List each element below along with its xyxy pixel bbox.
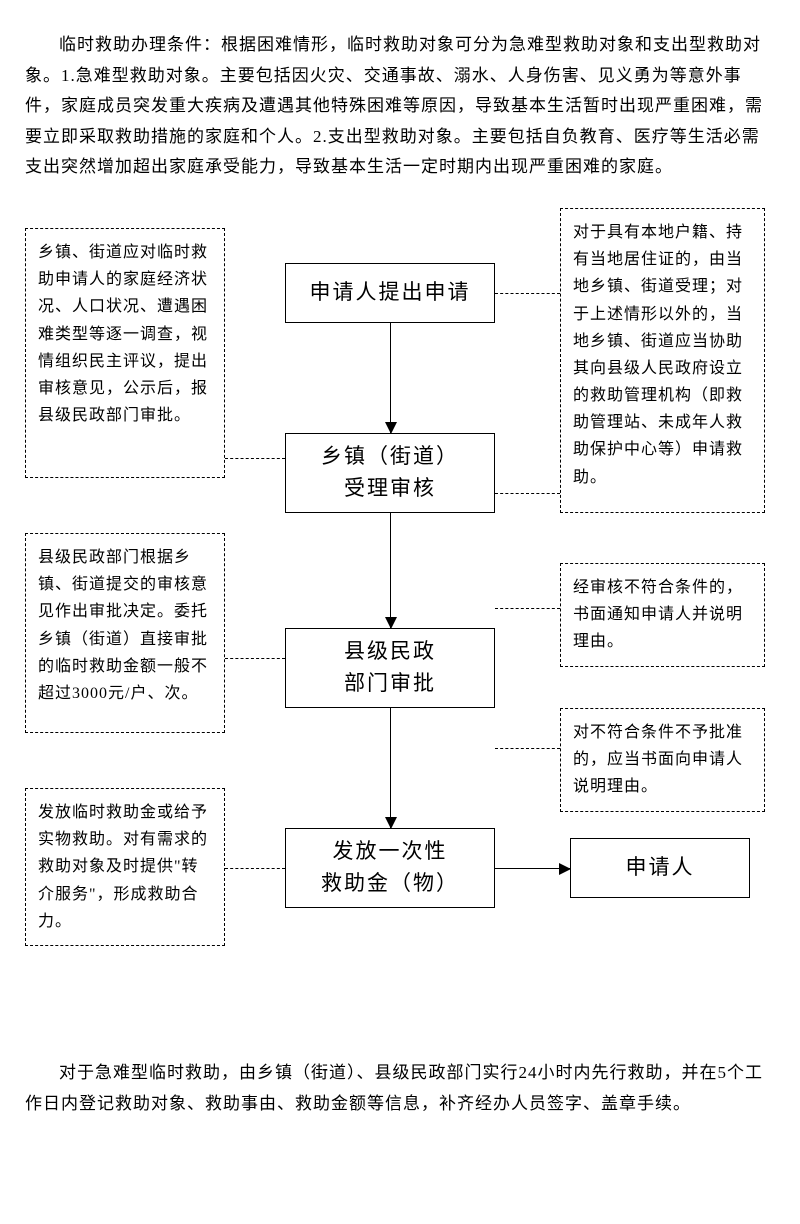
flow-connector-dash: [495, 293, 560, 294]
flow-note-r3: 对不符合条件不予批准的，应当书面向申请人说明理由。: [560, 708, 765, 812]
flow-connector-dash: [225, 658, 285, 659]
flow-node-n4: 发放一次性救助金（物）: [285, 828, 495, 908]
flow-connector-dash: [495, 493, 560, 494]
flow-node-n1: 申请人提出申请: [285, 263, 495, 323]
flow-note-r2: 经审核不符合条件的，书面通知申请人并说明理由。: [560, 563, 765, 667]
flow-arrow-right: [495, 868, 570, 869]
flow-arrow-down: [390, 708, 391, 828]
flow-connector-dash: [225, 868, 285, 869]
flow-arrow-down: [390, 513, 391, 628]
outro-text: 对于急难型临时救助，由乡镇（街道）、县级民政部门实行24小时内先行救助，并在5个…: [25, 1058, 775, 1119]
flow-node-n5: 申请人: [570, 838, 750, 898]
flow-note-l2: 县级民政部门根据乡镇、街道提交的审核意见作出审批决定。委托乡镇（街道）直接审批的…: [25, 533, 225, 733]
flow-connector-dash: [495, 608, 560, 609]
flow-node-n3: 县级民政部门审批: [285, 628, 495, 708]
flow-connector-dash: [225, 458, 285, 459]
flow-node-n2: 乡镇（街道）受理审核: [285, 433, 495, 513]
flow-note-r1: 对于具有本地户籍、持有当地居住证的，由当地乡镇、街道受理；对于上述情形以外的，当…: [560, 208, 765, 513]
flow-arrow-down: [390, 323, 391, 433]
flow-connector-dash: [495, 748, 560, 749]
flow-note-l3: 发放临时救助金或给予实物救助。对有需求的救助对象及时提供"转介服务"，形成救助合…: [25, 788, 225, 946]
flowchart-container: 申请人提出申请乡镇（街道）受理审核县级民政部门审批发放一次性救助金（物） 申请人 对…: [25, 208, 775, 1028]
flow-note-l1: 乡镇、街道应对临时救助申请人的家庭经济状况、人口状况、遭遇困难类型等逐一调查，视…: [25, 228, 225, 478]
intro-text: 临时救助办理条件：根据困难情形，临时救助对象可分为急难型救助对象和支出型救助对象…: [25, 30, 775, 183]
